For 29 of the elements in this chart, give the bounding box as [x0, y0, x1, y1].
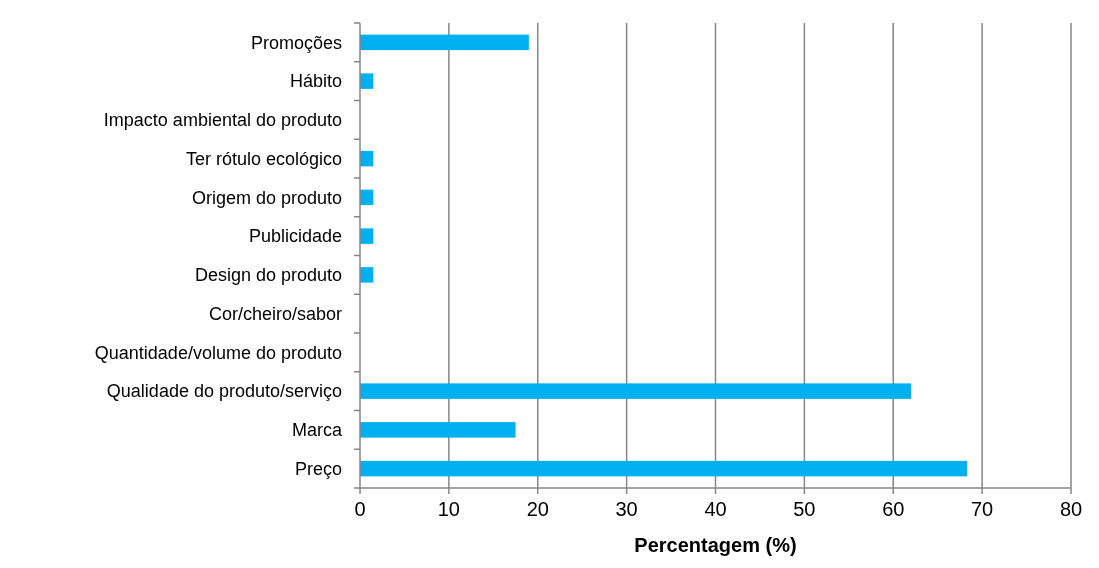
- bar: [360, 422, 516, 438]
- y-tick-label: Design do produto: [194, 265, 342, 286]
- x-axis-title: Percentagem (%): [634, 534, 797, 556]
- x-tick-label: 80: [1059, 498, 1083, 520]
- bar: [360, 460, 968, 477]
- y-tick-label: Qualidade do produto/serviço: [106, 381, 342, 402]
- bar: [360, 228, 374, 244]
- bar: [360, 34, 529, 51]
- y-tick-label: Publicidade: [248, 226, 342, 247]
- y-tick-label: Origem do produto: [191, 187, 342, 208]
- bar: [360, 383, 912, 399]
- y-tick-label: Ter rótulo ecológico: [185, 148, 342, 169]
- y-tick-label: Marca: [291, 420, 343, 441]
- y-tick-label: Quantidade/volume do produto: [94, 342, 342, 363]
- x-tick-label: 50: [793, 498, 816, 520]
- y-tick-label: Promoções: [250, 32, 342, 53]
- y-tick-label: Cor/cheiro/sabor: [208, 303, 342, 324]
- x-tick-label: 20: [526, 498, 549, 520]
- bar: [360, 267, 374, 283]
- x-tick-label: 60: [882, 498, 905, 520]
- x-tick-label: 30: [615, 498, 638, 520]
- x-tick-label: 70: [971, 498, 994, 520]
- x-tick-label: 0: [354, 498, 366, 520]
- y-tick-label: Preço: [294, 458, 342, 479]
- x-tick-label: 40: [704, 498, 727, 520]
- y-tick-label: Impacto ambiental do produto: [103, 110, 342, 131]
- x-tick-label: 10: [437, 498, 460, 520]
- y-tick-label: Hábito: [289, 71, 342, 92]
- bar: [360, 73, 374, 89]
